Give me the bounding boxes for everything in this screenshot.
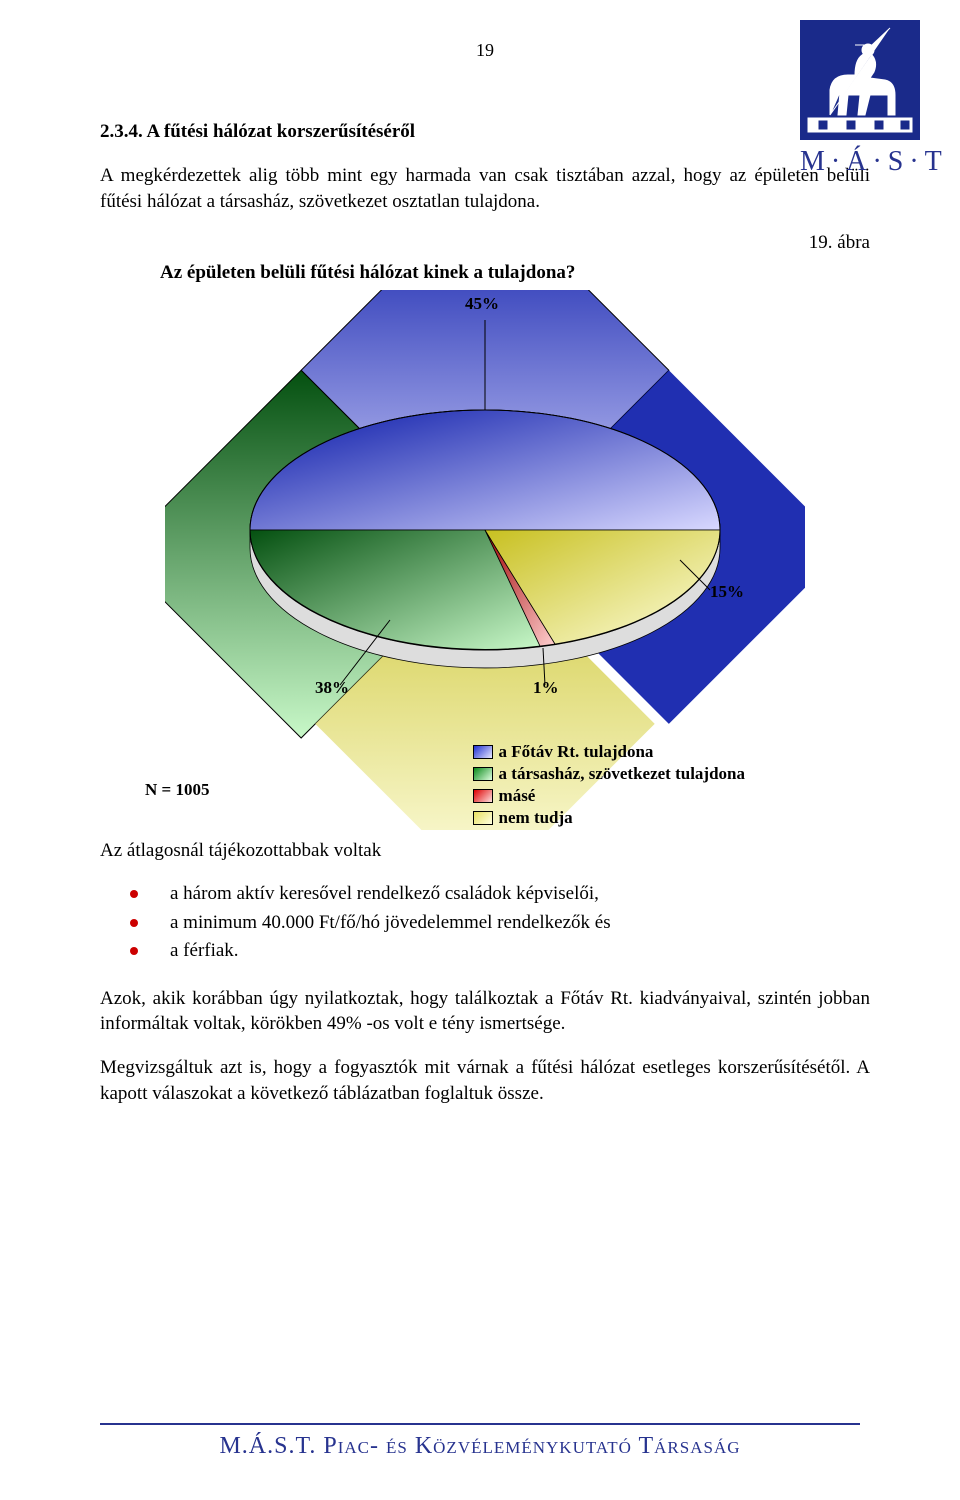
pct-label-15: 15% [710,582,744,602]
n-label: N = 1005 [145,780,209,800]
brand-logo: M·Á·S·T [800,20,920,178]
paragraph-3: Megvizsgáltuk azt is, hogy a fogyasztók … [100,1055,870,1106]
footer-divider [100,1423,860,1425]
page-number: 19 [100,40,870,61]
legend-label: a társasház, szövetkezet tulajdona [499,764,745,784]
pie-chart: 45% 15% 38% 1% N = 1005 a Főtáv Rt. tula… [165,290,805,830]
intro-paragraph: A megkérdezettek alig több mint egy harm… [100,163,870,214]
legend-item: másé [473,786,745,806]
list-item: a férfiak. [130,937,870,966]
legend-item: a Főtáv Rt. tulajdona [473,742,745,762]
pct-label-1: 1% [533,678,559,698]
after-chart-line: Az átlagosnál tájékozottabbak voltak [100,840,870,862]
chart-legend: a Főtáv Rt. tulajdona a társasház, szöve… [473,742,745,830]
list-item: a három aktív keresővel rendelkező csalá… [130,880,870,909]
section-heading: 2.3.4. A fűtési hálózat korszerűsítésérő… [100,121,870,143]
centaur-icon [800,20,920,140]
footer-text: M.Á.S.T. Piac- és Közvéleménykutató Társ… [0,1433,960,1460]
page-footer: M.Á.S.T. Piac- és Közvéleménykutató Társ… [0,1423,960,1460]
pct-label-38: 38% [315,678,349,698]
brand-text: M·Á·S·T [800,146,920,178]
paragraph-2: Azok, akik korábban úgy nyilatkoztak, ho… [100,986,870,1037]
legend-item: a társasház, szövetkezet tulajdona [473,764,745,784]
bullet-list: a három aktív keresővel rendelkező csalá… [130,880,870,966]
pct-label-45: 45% [465,294,499,314]
swatch-icon [473,745,493,759]
swatch-icon [473,811,493,825]
legend-label: másé [499,786,536,806]
legend-label: nem tudja [499,808,573,828]
legend-label: a Főtáv Rt. tulajdona [499,742,654,762]
figure-label: 19. ábra [100,232,870,254]
list-item: a minimum 40.000 Ft/fő/hó jövedelemmel r… [130,909,870,938]
chart-title: Az épületen belüli fűtési hálózat kinek … [160,262,870,284]
legend-item: nem tudja [473,808,745,828]
swatch-icon [473,789,493,803]
swatch-icon [473,767,493,781]
